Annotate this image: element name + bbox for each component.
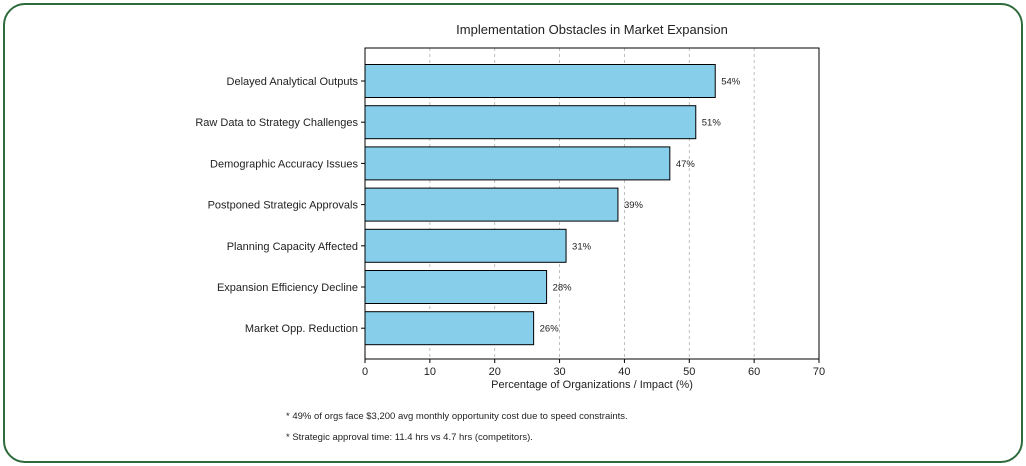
value-label-2: 47% bbox=[676, 159, 696, 170]
value-label-4: 31% bbox=[572, 241, 592, 252]
bar-5 bbox=[364, 270, 548, 304]
axes: 0 10 20 30 40 50 60 70 Delayed Analytical Output… bbox=[195, 76, 825, 378]
bar-2 bbox=[364, 146, 671, 181]
category-label-1: Raw Data to Strategy Challenges bbox=[195, 117, 358, 129]
x-tick-label-40: 40 bbox=[618, 366, 630, 378]
category-label-0: Delayed Analytical Outputs bbox=[227, 76, 359, 88]
category-label-3: Postponed Strategic Approvals bbox=[208, 200, 359, 212]
value-label-5: 28% bbox=[553, 283, 573, 294]
bar-3 bbox=[364, 187, 619, 222]
x-tick-label-50: 50 bbox=[683, 366, 695, 378]
category-label-2: Demographic Accuracy Issues bbox=[210, 158, 358, 170]
footnote-approval-time: * Strategic approval time: 11.4 hrs vs 4… bbox=[286, 432, 533, 443]
category-label-6: Market Opp. Reduction bbox=[245, 323, 358, 335]
x-tick-label-60: 60 bbox=[748, 366, 760, 378]
bar-0 bbox=[364, 64, 716, 98]
bar-4 bbox=[364, 228, 567, 263]
bar-1 bbox=[364, 105, 697, 140]
bars: 54% 51% 47% 39% 31% 28% 26% bbox=[364, 64, 741, 346]
grid-lines bbox=[429, 48, 755, 359]
footnote-opportunity-cost: * 49% of orgs face $3,200 avg monthly op… bbox=[286, 411, 628, 422]
bar-6 bbox=[364, 311, 535, 346]
value-label-1: 51% bbox=[702, 118, 722, 129]
value-label-6: 26% bbox=[540, 324, 560, 335]
value-label-0: 54% bbox=[721, 77, 741, 88]
plot-area-frame bbox=[364, 47, 820, 360]
category-label-5: Expansion Efficiency Decline bbox=[217, 282, 358, 294]
x-tick-label-0: 0 bbox=[362, 366, 368, 378]
x-tick-label-10: 10 bbox=[424, 366, 436, 378]
x-tick-label-70: 70 bbox=[813, 366, 825, 378]
x-tick-label-20: 20 bbox=[489, 366, 501, 378]
x-tick-label-30: 30 bbox=[553, 366, 565, 378]
x-axis-label: Percentage of Organizations / Impact (%) bbox=[491, 379, 693, 391]
value-label-3: 39% bbox=[624, 200, 644, 211]
category-label-4: Planning Capacity Affected bbox=[227, 241, 358, 253]
chart-title: Implementation Obstacles in Market Expan… bbox=[456, 22, 728, 37]
